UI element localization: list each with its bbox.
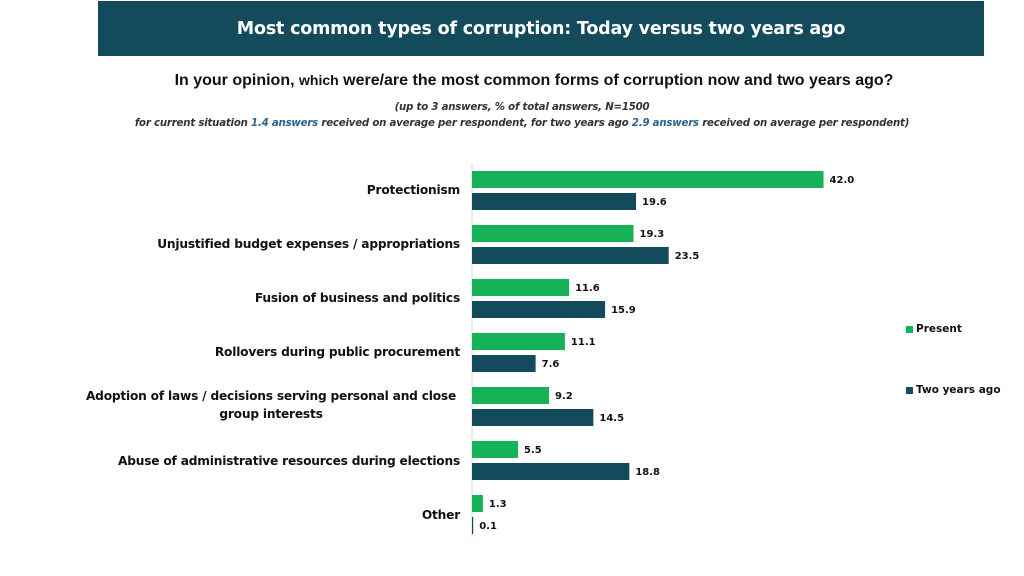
question-part-3: were/are the most common forms of corrup… <box>338 72 894 89</box>
bar-two-years-ago-3 <box>472 355 536 372</box>
category-label-4: Adoption of laws / decisions serving per… <box>85 389 457 421</box>
value-label-present-5: 5.5 <box>524 445 542 456</box>
bar-two-years-ago-1 <box>472 247 669 264</box>
bar-present-2 <box>472 279 570 296</box>
bar-two-years-ago-2 <box>472 301 606 318</box>
bar-present-0 <box>472 171 824 188</box>
category-label-6: Other <box>421 508 460 522</box>
note-highlight-two-years: 2.9 answers <box>631 118 699 129</box>
value-label-present-0: 42.0 <box>830 175 855 186</box>
value-label-present-3: 11.1 <box>571 337 596 348</box>
note-highlight-current: 1.4 answers <box>251 118 319 129</box>
bar-two-years-ago-6 <box>472 517 474 534</box>
question-part-2: which <box>299 72 339 88</box>
bar-two-years-ago-5 <box>472 463 630 480</box>
value-label-two-years-ago-3: 7.6 <box>542 359 560 370</box>
category-label-5: Abuse of administrative resources during… <box>117 454 460 468</box>
note-text-a: for current situation <box>134 118 252 129</box>
value-label-present-2: 11.6 <box>575 283 600 294</box>
note-text-e: received on average per respondent) <box>698 118 910 129</box>
value-label-present-1: 19.3 <box>640 229 665 240</box>
value-label-two-years-ago-2: 15.9 <box>611 305 636 316</box>
value-label-two-years-ago-0: 19.6 <box>642 197 667 208</box>
legend-item-present: Present <box>906 323 962 335</box>
category-label-1: Unjustified budget expenses / appropriat… <box>157 237 460 251</box>
value-label-present-4: 9.2 <box>555 391 573 402</box>
bar-present-5 <box>472 441 519 458</box>
bar-two-years-ago-4 <box>472 409 594 426</box>
bar-present-4 <box>472 387 550 404</box>
legend-swatch-two-years-ago <box>906 386 913 394</box>
value-label-present-6: 1.3 <box>489 499 507 510</box>
survey-note-line-1: (up to 3 answers, % of total answers, N=… <box>394 102 650 113</box>
category-label-3: Rollovers during public procurement <box>214 345 460 359</box>
title-bar: Most common types of corruption: Today v… <box>98 1 984 56</box>
bar-present-3 <box>472 333 565 350</box>
legend-swatch-present <box>906 325 913 333</box>
value-label-two-years-ago-6: 0.1 <box>479 521 497 532</box>
bar-two-years-ago-0 <box>472 193 637 210</box>
question-part-1: In your opinion, <box>174 72 299 89</box>
value-label-two-years-ago-5: 18.8 <box>635 467 660 478</box>
bar-present-1 <box>472 225 634 242</box>
legend-label-present: Present <box>916 323 962 335</box>
legend-item-two-years-ago: Two years ago <box>906 384 1001 396</box>
value-label-two-years-ago-4: 14.5 <box>599 413 624 424</box>
note-text-c: received on average per respondent, for … <box>318 118 632 129</box>
bar-present-6 <box>472 495 483 512</box>
value-label-two-years-ago-1: 23.5 <box>675 251 700 262</box>
chart-title: Most common types of corruption: Today v… <box>236 18 846 39</box>
category-label-0: Protectionism <box>366 183 460 197</box>
survey-note-line-2: for current situation 1.4 answers receiv… <box>0 118 1024 129</box>
legend-label-two-years-ago: Two years ago <box>916 384 1001 396</box>
category-label-2: Fusion of business and politics <box>254 291 460 305</box>
survey-question: In your opinion, which were/are the most… <box>0 72 1024 90</box>
